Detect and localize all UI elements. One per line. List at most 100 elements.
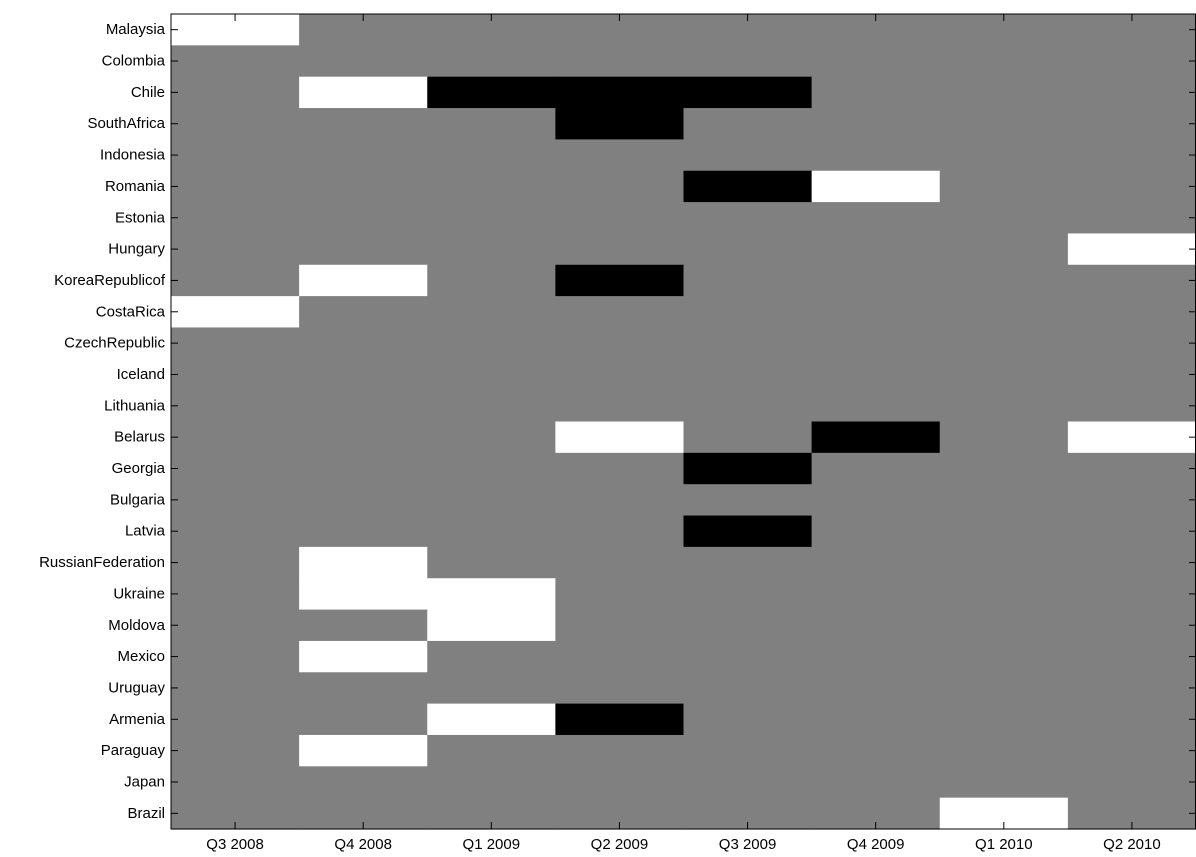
heatmap-cell — [683, 202, 813, 235]
heatmap-cell — [683, 578, 813, 611]
heatmap-cell — [299, 296, 428, 329]
y-tick-label: Armenia — [109, 711, 166, 728]
heatmap-cell — [171, 703, 300, 736]
heatmap-cell — [171, 609, 300, 642]
heatmap-cell — [555, 139, 685, 172]
heatmap-cell — [171, 390, 300, 423]
heatmap-cell — [939, 233, 1069, 266]
heatmap-cell — [683, 640, 813, 673]
heatmap-cell — [427, 108, 556, 140]
heatmap-cell — [811, 452, 941, 485]
heatmap-cell — [555, 296, 685, 329]
heatmap-cell — [1067, 358, 1196, 391]
heatmap-cell — [171, 421, 300, 454]
x-tick-label: Q1 2010 — [975, 836, 1033, 853]
heatmap-cell — [171, 264, 300, 297]
heatmap-cell — [1067, 170, 1196, 203]
heatmap-cell — [299, 703, 428, 736]
heatmap-cell — [811, 734, 941, 767]
heatmap-cell — [171, 766, 300, 799]
heatmap-cell — [939, 76, 1069, 109]
y-tick-label: Ukraine — [113, 585, 165, 602]
heatmap-cell — [299, 672, 428, 705]
heatmap-cell — [427, 515, 556, 548]
heatmap-cell — [299, 139, 428, 172]
heatmap-cell — [555, 358, 685, 391]
y-tick-label: Brazil — [127, 805, 165, 822]
heatmap-cell — [299, 609, 428, 642]
heatmap-cell — [171, 484, 300, 517]
heatmap-cell — [299, 358, 428, 391]
heatmap-cell — [939, 546, 1069, 579]
heatmap-cell — [683, 609, 813, 642]
heatmap-cell — [555, 734, 685, 767]
heatmap-cell — [683, 484, 813, 517]
heatmap-cell — [427, 421, 556, 454]
heatmap-cell — [171, 108, 300, 140]
heatmap-cell — [683, 139, 813, 172]
heatmap-cell — [939, 202, 1069, 235]
heatmap-cell — [555, 766, 685, 799]
heatmap-cell — [811, 421, 941, 454]
heatmap-cell — [939, 703, 1069, 736]
heatmap-cell — [171, 452, 300, 485]
x-tick-label: Q4 2008 — [334, 836, 392, 853]
heatmap-cell — [811, 484, 941, 517]
heatmap-cell — [811, 766, 941, 799]
heatmap-cell — [299, 170, 428, 203]
y-tick-label: Colombia — [102, 53, 166, 70]
heatmap-cell — [683, 546, 813, 579]
heatmap-cell — [811, 139, 941, 172]
heatmap-cell — [1067, 421, 1196, 454]
heatmap-cell — [427, 578, 556, 611]
heatmap-cell — [939, 108, 1069, 140]
heatmap-cell — [1067, 515, 1196, 548]
heatmap-cell — [1067, 296, 1196, 329]
y-tick-label: Bulgaria — [110, 491, 166, 508]
x-tick-label: Q4 2009 — [847, 836, 905, 853]
heatmap-cell — [555, 703, 685, 736]
heatmap-cell — [811, 390, 941, 423]
y-tick-label: RussianFederation — [39, 554, 165, 571]
heatmap-cell — [683, 452, 813, 485]
heatmap-cell — [811, 327, 941, 360]
heatmap-cell — [427, 45, 556, 78]
heatmap-cell — [171, 358, 300, 391]
heatmap-cell — [811, 264, 941, 297]
heatmap-cell — [683, 766, 813, 799]
heatmap-cell — [171, 45, 300, 78]
heatmap-cell — [299, 640, 428, 673]
heatmap-cell — [939, 45, 1069, 78]
heatmap-cell — [299, 546, 428, 579]
heatmap-cell — [811, 672, 941, 705]
heatmap-cell — [555, 76, 685, 109]
heatmap-cell — [811, 76, 941, 109]
heatmap-cell — [427, 640, 556, 673]
heatmap-cell — [299, 108, 428, 140]
heatmap-cell — [555, 515, 685, 548]
y-tick-label: Georgia — [112, 460, 166, 477]
heatmap-cell — [939, 358, 1069, 391]
heatmap-cell — [1067, 484, 1196, 517]
heatmap-cell — [683, 515, 813, 548]
heatmap-cell — [427, 327, 556, 360]
y-tick-label: Uruguay — [108, 679, 165, 696]
heatmap-cell — [939, 640, 1069, 673]
heatmap-cell — [427, 390, 556, 423]
y-tick-label: Japan — [124, 773, 165, 790]
y-tick-label: Paraguay — [101, 742, 166, 759]
heatmap-cell — [939, 264, 1069, 297]
heatmap-cell — [1067, 766, 1196, 799]
heatmap-cell — [299, 734, 428, 767]
heatmap-cell — [939, 515, 1069, 548]
heatmap-cell — [1067, 139, 1196, 172]
heatmap-cell — [555, 390, 685, 423]
heatmap-cell — [683, 76, 813, 109]
heatmap-cell — [427, 672, 556, 705]
heatmap-cell — [939, 327, 1069, 360]
heatmap-cell — [555, 233, 685, 266]
y-tick-label: Mexico — [117, 648, 165, 665]
y-tick-label: Lithuania — [104, 397, 166, 414]
heatmap-cell — [939, 484, 1069, 517]
heatmap-cell — [171, 672, 300, 705]
